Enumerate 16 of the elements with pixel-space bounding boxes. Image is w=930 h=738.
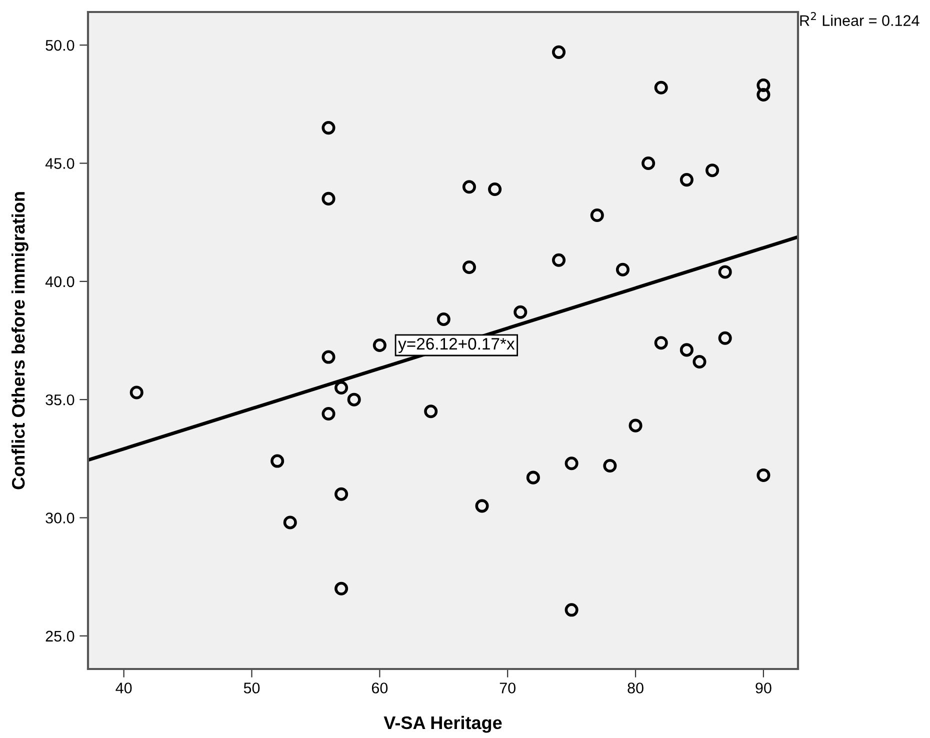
x-tick-label: 60 bbox=[372, 682, 388, 694]
annotation: y=26.12+0.17*x bbox=[398, 338, 515, 353]
x-tick-label: 70 bbox=[500, 682, 516, 694]
x-tick-label: 90 bbox=[756, 682, 772, 694]
y-tick-label: 45.0 bbox=[45, 158, 74, 169]
y-tick-label: 25.0 bbox=[46, 630, 74, 642]
y-tick-label: 35.0 bbox=[46, 394, 74, 406]
x-tick-label: 40 bbox=[116, 682, 132, 694]
text: R$^{2}$ Linear = 0.124 bbox=[800, 12, 920, 26]
y-tick-label: 50.0 bbox=[46, 40, 74, 51]
y-tick-label: 40.0 bbox=[45, 276, 74, 288]
x-axis-title: V-SA Heritage bbox=[384, 716, 502, 733]
y-axis-title: Conflict Others before immigration bbox=[11, 192, 28, 490]
y-tick-label: 30.0 bbox=[46, 512, 74, 524]
x-tick-label: 80 bbox=[628, 682, 644, 694]
x-tick-label: 50 bbox=[244, 682, 260, 694]
